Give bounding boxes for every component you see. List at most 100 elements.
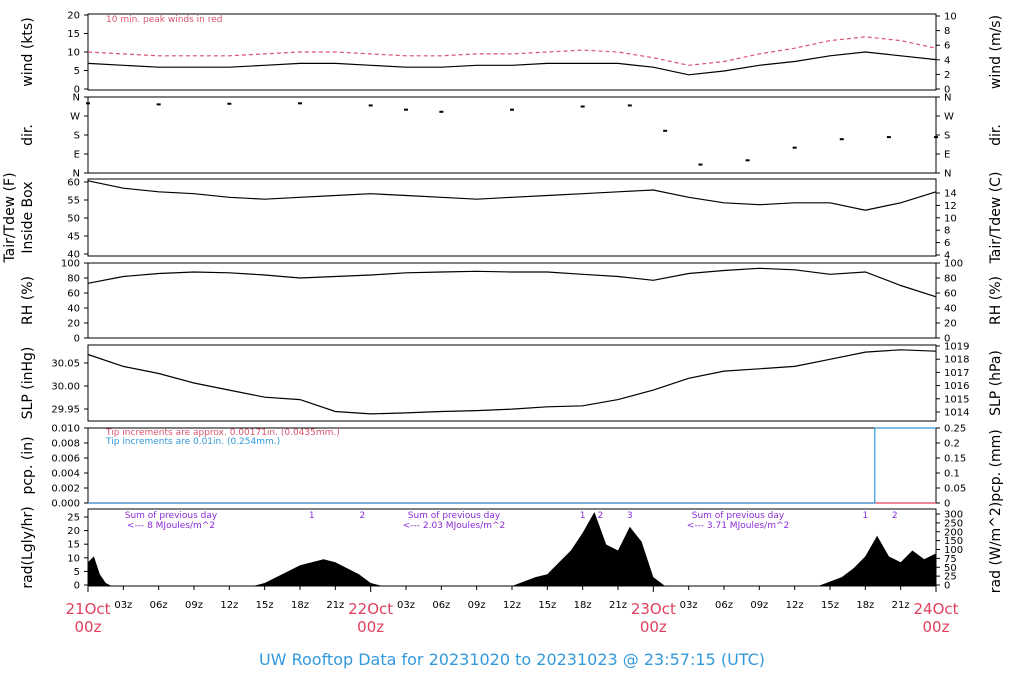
temp-left-tick-label: 50 [67, 214, 80, 225]
rad-right-tick-label: 25 [944, 572, 957, 583]
rad-left-tick-label: 0 [74, 581, 80, 592]
rad-left-tick-label: 15 [67, 540, 80, 551]
rh-left-tick-label: 60 [67, 289, 80, 300]
temp-left-tick-label: 55 [67, 196, 80, 207]
dir-point [792, 146, 797, 149]
slp-left-label: SLP (inHg) [20, 347, 36, 420]
temp-right-tick-label: 6 [944, 238, 950, 249]
rad-peak-marker: 1 [580, 511, 586, 521]
hour-tick-label: 21z [892, 600, 910, 611]
rad-right-tick-label: 75 [944, 554, 957, 565]
rad-daily-note: Sum of previous day [408, 511, 501, 521]
pcp-right-tick-label: 0.25 [944, 424, 966, 435]
temp-right-tick-label: 8 [944, 226, 950, 237]
rh-left-tick-label: 100 [61, 259, 80, 270]
dir-left-tick-label: S [74, 131, 80, 142]
wind-left-label: wind (kts) [20, 17, 36, 86]
wind-frame [87, 13, 937, 91]
rad-left-tick-label: 20 [67, 526, 80, 537]
hour-tick-label: 09z [185, 600, 203, 611]
dir-point [298, 102, 302, 105]
hour-tick-label: 18z [856, 600, 874, 611]
hour-tick-label: 06z [432, 600, 450, 611]
dir-point [627, 104, 632, 107]
rad-peak-marker: 2 [597, 511, 603, 521]
chart-title: UW Rooftop Data for 20231020 to 20231023… [259, 650, 765, 669]
hour-tick-label: 03z [680, 600, 698, 611]
slp-right-tick-label: 1019 [944, 342, 969, 353]
temp-left-tick-label: 60 [67, 178, 80, 189]
slp-left-tick-label: 30.00 [51, 382, 80, 393]
dir-point [839, 138, 844, 141]
pcp-left-tick-label: 0.010 [51, 424, 80, 435]
rad-area [88, 512, 936, 586]
rad-right-tick-label: 250 [944, 518, 963, 529]
temp-right-tick-label: 12 [944, 201, 957, 212]
dir-point [86, 102, 90, 105]
day-hour-label: 00z [640, 618, 667, 636]
hour-tick-label: 12z [786, 600, 804, 611]
dir-point [886, 136, 891, 139]
dir-point [368, 104, 373, 107]
hour-tick-label: 15z [821, 600, 839, 611]
rh-left-tick-label: 0 [74, 334, 80, 345]
rad-peak-marker: 1 [309, 511, 315, 521]
rad-daily-note-sum: <--- 2.03 MJoules/m^2 [403, 521, 505, 531]
temp-right-tick-label: 14 [944, 189, 957, 200]
pcp-right-tick-label: 0.1 [944, 469, 960, 480]
hour-tick-label: 12z [503, 600, 521, 611]
slp-right-tick-label: 1014 [944, 408, 969, 419]
hour-tick-label: 06z [715, 600, 733, 611]
dir-point [404, 108, 408, 111]
panel-frames [84, 13, 940, 592]
rh-right-tick-label: 80 [944, 274, 957, 285]
dir-right-tick-label: E [944, 150, 950, 161]
wind-left-tick-label: 0 [74, 85, 80, 96]
hour-tick-label: 03z [114, 600, 132, 611]
rad-right-tick-label: 300 [944, 510, 963, 521]
rh-left-tick-label: 20 [67, 319, 80, 330]
rh-right-tick-label: 20 [944, 319, 957, 330]
pcp-left-tick-label: 0.000 [51, 499, 80, 510]
temp-left-label-2: Inside Box [20, 181, 36, 253]
dir-right-tick-label: N [944, 93, 951, 104]
rad-left-tick-label: 5 [74, 567, 80, 578]
wind-note: 10 min. peak winds in red [106, 15, 223, 25]
rh-frame [87, 262, 937, 339]
pcp-left-tick-label: 0.008 [51, 439, 80, 450]
data-marks [86, 36, 938, 586]
wind-right-tick-label: 6 [944, 41, 950, 52]
hour-tick-label: 21z [609, 600, 627, 611]
day-date-label: 22Oct [348, 600, 393, 618]
wind-right-tick-label: 0 [944, 85, 950, 96]
rh-right-tick-label: 100 [944, 259, 963, 270]
rh-line-0 [87, 267, 937, 298]
temp-line-0 [87, 180, 937, 211]
temp-right-label: Tair/Tdew (C) [988, 172, 1004, 265]
dir-point [227, 102, 232, 105]
rh-left-label: RH (%) [20, 276, 36, 325]
temp-right-tick-label: 10 [944, 213, 957, 224]
hour-tick-label: 21z [326, 600, 344, 611]
day-hour-label: 00z [357, 618, 384, 636]
rh-left-tick-label: 80 [67, 274, 80, 285]
temp-left-label: Tair/Tdew (F) [2, 172, 18, 263]
day-hour-label: 00z [923, 618, 950, 636]
slp-left-tick-label: 30.05 [51, 359, 80, 370]
day-date-label: 24Oct [913, 600, 958, 618]
rad-daily-note-sum: <--- 8 MJoules/m^2 [127, 521, 215, 531]
rad-left-tick-label: 10 [67, 553, 80, 564]
rh-right-tick-label: 40 [944, 304, 957, 315]
day-date-label: 23Oct [631, 600, 676, 618]
pcp-note-red: Tip increments are approx. 0.00171in. (0… [105, 428, 340, 438]
pcp-left-tick-label: 0.006 [51, 454, 80, 465]
hour-tick-label: 06z [150, 600, 168, 611]
rad-right-tick-label: 50 [944, 563, 957, 574]
hour-tick-label: 18z [291, 600, 309, 611]
day-date-label: 21Oct [65, 600, 110, 618]
rh-right-label: RH (%) [988, 276, 1004, 325]
dir-frame [87, 96, 937, 174]
slp-line-0 [87, 349, 937, 415]
